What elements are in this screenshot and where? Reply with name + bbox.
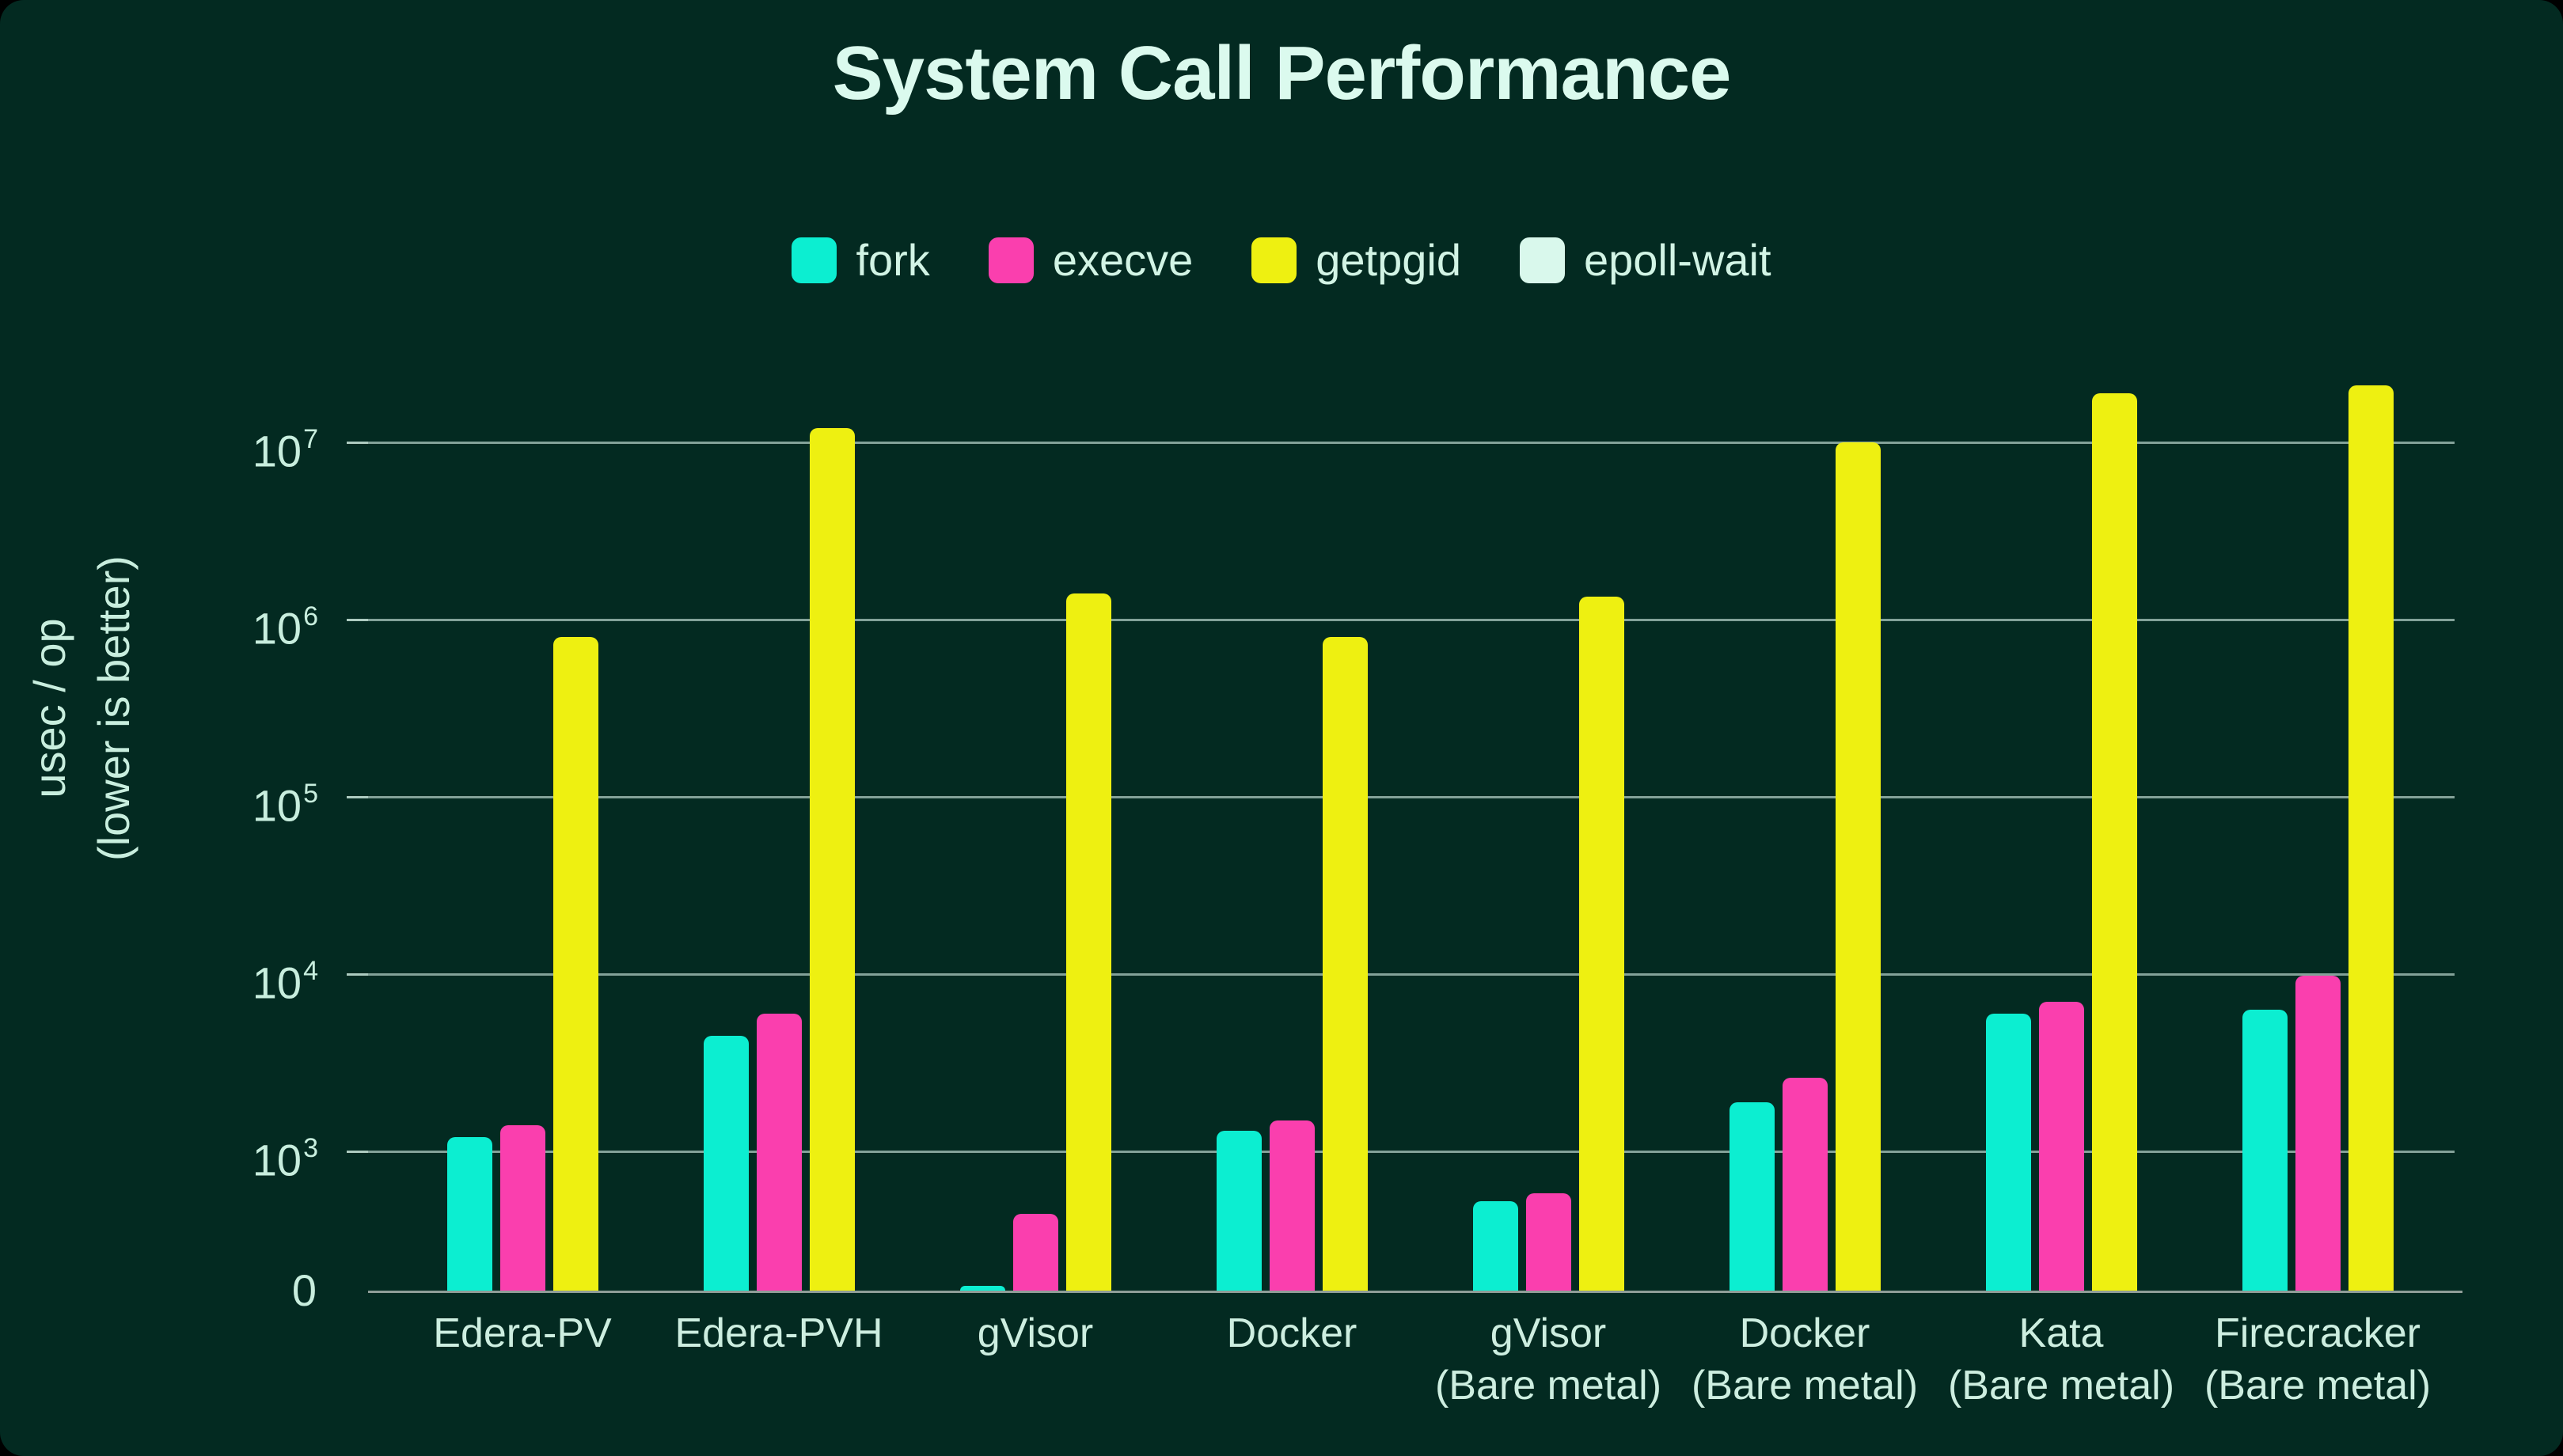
legend-swatch-execve xyxy=(988,237,1034,283)
gridline-1e5 xyxy=(368,795,2455,798)
y-tick-mark xyxy=(347,973,368,976)
bar-execve-edera-pvh xyxy=(756,1013,802,1291)
bar-getpgid-edera-pv xyxy=(552,636,598,1291)
legend-swatch-epoll-wait xyxy=(1519,237,1565,283)
bar-execve-docker xyxy=(1782,1078,1828,1291)
legend-label: epoll-wait xyxy=(1583,235,1771,285)
legend-item-execve: execve xyxy=(988,234,1194,286)
legend-item-fork: fork xyxy=(792,234,930,286)
bar-fork-gvisor xyxy=(959,1285,1005,1291)
legend-item-getpgid: getpgid xyxy=(1251,234,1461,286)
bar-getpgid-docker xyxy=(1322,636,1368,1291)
bar-getpgid-firecracker xyxy=(2348,385,2394,1291)
bar-fork-gvisor xyxy=(1472,1201,1518,1291)
legend-label: fork xyxy=(856,235,930,285)
y-tick-label: 0 xyxy=(291,1265,317,1315)
gridline-1e3 xyxy=(368,1150,2455,1153)
y-tick-label: 103 xyxy=(252,1133,318,1185)
x-category-label: Docker (Bare metal) xyxy=(1691,1310,1919,1409)
y-tick-mark xyxy=(347,1150,368,1153)
y-tick-mark xyxy=(347,795,368,798)
bar-getpgid-gvisor xyxy=(1065,593,1111,1291)
y-tick-mark xyxy=(347,441,368,444)
y-tick-mark xyxy=(347,618,368,621)
x-category-label: Edera-PVH xyxy=(674,1310,883,1356)
bar-getpgid-edera-pvh xyxy=(809,428,855,1291)
legend-label: execve xyxy=(1052,235,1194,285)
legend-swatch-getpgid xyxy=(1251,237,1297,283)
legend: fork execve getpgid epoll-wait xyxy=(0,234,2563,286)
bar-fork-docker xyxy=(1216,1131,1262,1291)
bar-getpgid-docker xyxy=(1835,442,1881,1291)
y-tick-label: 104 xyxy=(252,956,318,1008)
legend-swatch-fork xyxy=(792,237,837,283)
bar-fork-edera-pvh xyxy=(703,1035,749,1291)
gridline-1e6 xyxy=(368,618,2455,621)
y-tick-label: 107 xyxy=(252,424,318,476)
x-category-label: Kata (Bare metal) xyxy=(1947,1310,2175,1409)
legend-label: getpgid xyxy=(1316,235,1461,285)
bar-getpgid-kata xyxy=(2091,392,2137,1291)
bar-fork-edera-pv xyxy=(446,1137,492,1291)
bar-fork-kata xyxy=(1985,1013,2031,1291)
x-category-label: Docker xyxy=(1226,1310,1357,1356)
y-tick-label: 106 xyxy=(252,601,318,654)
bar-execve-gvisor xyxy=(1525,1192,1571,1291)
x-category-label: gVisor (Bare metal) xyxy=(1434,1310,1662,1409)
bar-execve-edera-pv xyxy=(499,1125,545,1291)
bar-execve-kata xyxy=(2038,1001,2084,1291)
chart-title: System Call Performance xyxy=(832,31,1732,116)
bar-getpgid-gvisor xyxy=(1578,596,1624,1291)
legend-item-epoll-wait: epoll-wait xyxy=(1519,234,1771,286)
bar-fork-docker xyxy=(1729,1101,1775,1291)
x-category-label: Edera-PV xyxy=(433,1310,612,1356)
x-category-label: gVisor xyxy=(977,1310,1094,1356)
x-category-label: Firecracker (Bare metal) xyxy=(2204,1310,2432,1409)
bar-fork-firecracker xyxy=(2242,1009,2288,1291)
gridline-1e4 xyxy=(368,973,2455,976)
x-axis-line xyxy=(368,1291,2462,1293)
bar-execve-gvisor xyxy=(1012,1214,1058,1291)
gridline-1e7 xyxy=(368,441,2455,444)
bar-execve-docker xyxy=(1269,1120,1315,1291)
y-tick-label: 105 xyxy=(252,779,318,831)
bar-execve-firecracker xyxy=(2295,975,2341,1291)
